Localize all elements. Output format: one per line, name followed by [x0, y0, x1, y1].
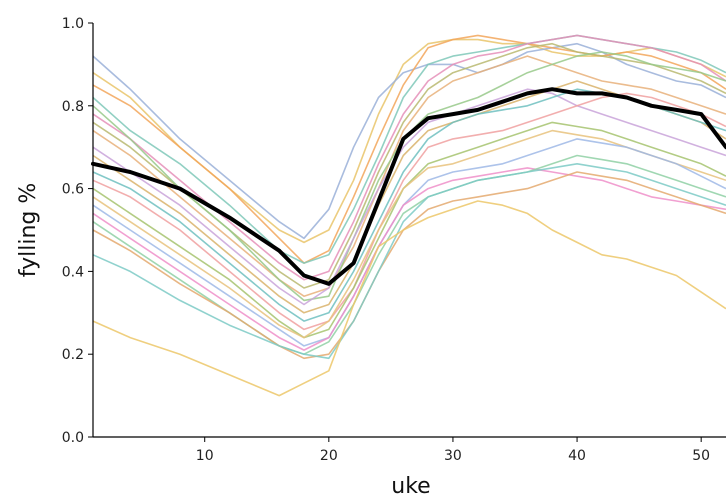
- x-axis-label: uke: [391, 474, 430, 499]
- series-line-17: [92, 154, 726, 356]
- series-line-7: [92, 55, 726, 298]
- series-line-18: [92, 171, 726, 360]
- mean-layer: [91, 87, 726, 286]
- x-tick-label: 20: [320, 448, 338, 464]
- axes: 0.0 0.2 0.4 0.6 0.8 1.0 10 20 30 40 50: [62, 16, 726, 464]
- series-line-10: [92, 80, 726, 314]
- x-tick-label: 50: [692, 448, 710, 464]
- x-tick-label: 30: [444, 448, 462, 464]
- y-tick-label: 0.4: [62, 264, 84, 280]
- series-line-5: [92, 34, 726, 281]
- series-line-14: [92, 129, 726, 339]
- y-tick-label: 0.6: [62, 182, 84, 198]
- y-axis-label: fylling %: [16, 183, 41, 278]
- x-tick-label: 40: [568, 448, 586, 464]
- series-line-13: [92, 121, 726, 339]
- y-tick-label: 0.8: [62, 99, 84, 115]
- series-layer: [92, 34, 726, 397]
- y-tick-label: 1.0: [62, 16, 84, 32]
- series-line-16: [92, 167, 726, 351]
- series-line-15: [92, 138, 726, 347]
- series-line-20: [92, 200, 726, 397]
- series-line-6: [92, 42, 726, 289]
- y-tick-label: 0.0: [62, 430, 84, 446]
- series-line-8: [92, 51, 726, 302]
- x-tick-label: 10: [196, 448, 214, 464]
- y-tick-label: 0.2: [62, 347, 84, 363]
- series-line-12: [92, 92, 726, 331]
- mean-line: [91, 87, 726, 286]
- series-line-19: [92, 163, 726, 360]
- series-line-3: [92, 34, 726, 264]
